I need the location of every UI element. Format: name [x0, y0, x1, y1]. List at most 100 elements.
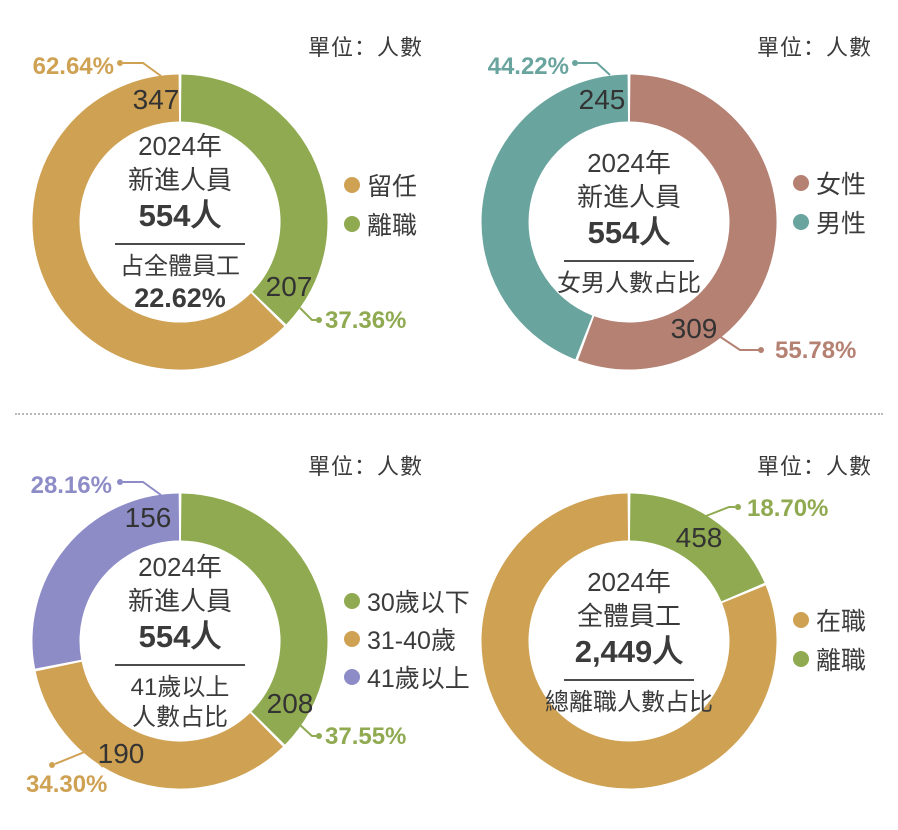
donut-center-text: 2024年 新進人員 554人 占全體員工 22.62%: [30, 72, 330, 372]
center-divider: [564, 678, 694, 681]
new-hires-retention-chart: 單位：人數 2024年 新進人員 554人 占全體員工 22.62% 347 2…: [0, 0, 449, 411]
legend-label: 在職: [816, 607, 867, 636]
legend-dot-icon: [793, 611, 809, 628]
center-sub: 占全體員工: [120, 253, 240, 280]
legend-dot-icon: [344, 593, 360, 609]
center-divider: [115, 663, 245, 666]
legend-item: 離職: [344, 204, 417, 243]
donut-segment-在職: [481, 493, 777, 789]
legend-item: 31-40歲: [344, 620, 470, 658]
legend-label: 離職: [816, 646, 867, 675]
segment-value: 207: [265, 271, 313, 302]
center-divider: [564, 259, 694, 262]
legend-dot-icon: [793, 213, 809, 230]
legend-item: 離職: [793, 639, 866, 678]
legend: 女性 男性: [793, 163, 866, 241]
segment-value: 458: [675, 522, 723, 553]
segment-percent: 37.36%: [325, 307, 407, 334]
donut-ring: [32, 493, 328, 789]
unit-label: 單位：人數: [307, 35, 423, 60]
legend-item: 男性: [793, 202, 866, 241]
legend-dot-icon: [793, 650, 809, 667]
center-total: 554人: [138, 618, 222, 654]
donut-segment-留任: [32, 74, 285, 370]
center-sub: 人數占比: [132, 703, 228, 731]
legend-item: 女性: [793, 163, 866, 202]
leader-dot: [117, 479, 123, 485]
center-group: 新進人員: [127, 165, 232, 195]
legend-label: 男性: [816, 209, 867, 238]
center-year: 2024年: [587, 566, 671, 597]
unit-label: 單位：人數: [756, 454, 872, 479]
center-year: 2024年: [587, 147, 671, 178]
center-sub: 總離職人數占比: [545, 688, 713, 716]
center-total: 554人: [138, 198, 222, 233]
center-total: 554人: [587, 214, 671, 250]
top-row: 單位：人數 2024年 新進人員 554人 占全體員工 22.62% 347 2…: [0, 0, 898, 413]
segment-percent: 55.78%: [775, 337, 857, 364]
legend-dot-icon: [793, 174, 809, 191]
legend-label: 女性: [816, 170, 867, 199]
legend: 留任 離職: [344, 165, 417, 243]
donut-segment-離職: [180, 74, 328, 325]
segment-percent: 62.64%: [32, 53, 114, 80]
segment-value: 245: [578, 84, 626, 115]
center-divider: [115, 243, 245, 245]
center-group: 全體員工: [576, 600, 681, 631]
legend: 在職 離職: [793, 600, 866, 678]
legend-dot-icon: [344, 631, 360, 647]
dotted-divider: [15, 413, 883, 415]
donut-ring: [32, 74, 328, 370]
all-staff-turnover-chart: 單位：人數 2024年 全體員工 2,449人 總離職人數占比 458 18.7…: [449, 419, 898, 830]
legend-label: 離職: [367, 211, 418, 240]
donut-segment-31-40歲: [35, 661, 283, 789]
center-sub-percent: 22.62%: [134, 283, 226, 313]
legend-label: 留任: [367, 172, 418, 201]
legend-label: 30歲以下: [367, 589, 470, 617]
donut-ring: [481, 74, 777, 370]
center-year: 2024年: [138, 551, 222, 582]
legend-item: 在職: [793, 600, 866, 639]
donut-center-text: 2024年 新進人員 554人 41歲以上 人數占比: [30, 491, 330, 791]
legend-dot-icon: [344, 215, 360, 232]
donut-center-text: 2024年 新進人員 554人 女男人數占比: [479, 72, 779, 372]
leader-dot: [572, 60, 578, 66]
segment-percent: 28.16%: [30, 472, 112, 499]
bottom-row: 單位：人數 2024年 新進人員 554人 41歲以上 人數占比 156 208…: [0, 415, 898, 827]
legend-label: 41歲以上: [367, 665, 470, 693]
segment-value: 208: [266, 688, 314, 719]
new-hires-age-chart: 單位：人數 2024年 新進人員 554人 41歲以上 人數占比 156 208…: [0, 419, 470, 830]
unit-label: 單位：人數: [756, 35, 872, 60]
segment-percent: 37.55%: [325, 723, 407, 750]
legend-item: 留任: [344, 165, 417, 204]
center-year: 2024年: [138, 131, 222, 161]
center-sub: 41歲以上: [130, 673, 230, 701]
donut-segment-41歲以上: [32, 493, 180, 669]
segment-value: 347: [132, 84, 180, 115]
segment-percent: 34.30%: [26, 771, 108, 798]
legend-label: 31-40歲: [367, 627, 456, 655]
segment-value: 309: [670, 313, 718, 344]
center-group: 新進人員: [127, 585, 232, 616]
donut-segment-男性: [481, 74, 629, 360]
center-sub: 女男人數占比: [557, 269, 701, 297]
legend: 30歲以下 31-40歲 41歲以上: [344, 582, 470, 696]
donut-center-text: 2024年 全體員工 2,449人 總離職人數占比: [479, 491, 779, 791]
segment-value: 156: [124, 502, 172, 533]
segment-percent: 18.70%: [747, 495, 829, 522]
legend-item: 30歲以下: [344, 582, 470, 620]
leader-dot: [117, 60, 123, 66]
donut-segment-女性: [577, 74, 777, 370]
new-hires-gender-chart: 單位：人數 2024年 新進人員 554人 女男人數占比 245 309 44.…: [449, 0, 898, 411]
segment-percent: 44.22%: [487, 53, 569, 80]
center-group: 新進人員: [576, 181, 681, 212]
donut-segment-離職: [629, 493, 765, 603]
legend-item: 41歲以上: [344, 658, 470, 696]
donut-ring: [481, 493, 777, 789]
unit-label: 單位：人數: [307, 454, 423, 479]
donut-segment-30歲以下: [180, 493, 328, 745]
segment-value: 190: [97, 738, 145, 769]
legend-dot-icon: [344, 669, 360, 685]
center-total: 2,449人: [574, 633, 684, 669]
